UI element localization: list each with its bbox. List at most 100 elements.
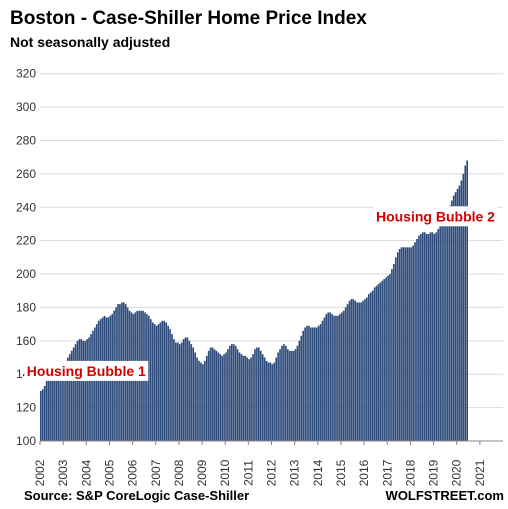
bar [410,247,413,441]
bar [267,362,270,441]
bar [180,342,183,441]
bar [155,325,158,441]
bar [265,360,268,441]
bar [458,185,461,441]
bar [294,349,297,441]
bar [173,339,175,441]
y-tick-label: 260 [16,167,36,181]
bar [153,324,156,441]
bar [416,238,418,441]
bar [244,355,247,441]
bar [192,347,195,441]
bar [149,319,152,441]
bar [389,274,391,441]
bar [340,312,343,441]
bar [82,340,85,441]
bar [312,327,314,441]
bar [90,334,92,441]
bar [344,307,347,441]
bar [238,352,241,441]
bar [78,339,81,441]
chart-title: Boston - Case-Shiller Home Price Index [10,8,367,29]
bar [240,354,243,441]
x-tick-label: 2017 [380,459,394,486]
bar [200,362,202,441]
bar [232,344,235,441]
bar [221,355,223,441]
bar [225,352,227,441]
bar [396,252,399,441]
bar [49,370,52,441]
bar [387,275,389,441]
annotation-box [24,360,149,381]
bar [72,347,75,441]
bar [275,357,277,441]
bar [188,340,191,441]
bar [337,315,339,441]
bar [223,354,225,441]
bar [443,218,445,441]
y-tick-label: 120 [16,401,36,415]
bar [350,299,353,441]
bar [198,360,200,441]
bar [246,357,249,441]
bar [339,314,341,441]
bar [163,320,166,441]
x-tick-label: 2003 [56,459,70,486]
bar [248,359,250,441]
bar [406,247,409,441]
bar [300,335,303,441]
bar [252,354,254,441]
bar [290,350,293,441]
bar [80,339,83,441]
bar [466,160,468,441]
bar [319,324,322,441]
x-tick-label: 2019 [427,459,441,486]
bar [462,173,465,441]
y-axis-ticks: 100120140160180200220240260280300320 [16,67,36,448]
bar [447,210,449,441]
bar [310,327,312,441]
bar [391,269,393,441]
bar [404,247,407,441]
bar [427,233,430,441]
bar [408,247,411,441]
bar [418,235,420,441]
chart-subtitle: Not seasonally adjusted [10,34,170,50]
bar [178,344,181,441]
bar [254,349,256,441]
bar [306,325,308,441]
x-tick-label: 2014 [311,459,325,486]
bar [352,299,355,441]
bar [205,355,208,441]
y-tick-label: 160 [16,334,36,348]
bar [213,349,216,441]
x-tick-label: 2005 [102,459,116,486]
x-tick-label: 2002 [33,459,47,486]
bar [379,282,382,441]
bar [261,354,264,441]
bar [362,300,364,441]
x-tick-label: 2004 [79,459,93,486]
bar [371,290,374,441]
bar [215,350,218,441]
bar [59,362,61,441]
y-tick-label: 280 [16,133,36,147]
bar [373,287,376,441]
bar [211,347,214,441]
bar [302,330,305,441]
bar [398,249,401,441]
bar [456,188,459,441]
x-tick-label: 2007 [149,459,163,486]
bar [402,247,405,441]
bar [315,327,318,441]
bar [358,302,360,441]
bar [190,344,193,441]
bar [161,320,164,441]
bar [202,364,204,441]
bar [283,344,285,441]
bar [412,245,414,441]
annotations: Housing Bubble 1 Housing Bubble 2 [24,206,498,381]
bar [227,349,229,441]
